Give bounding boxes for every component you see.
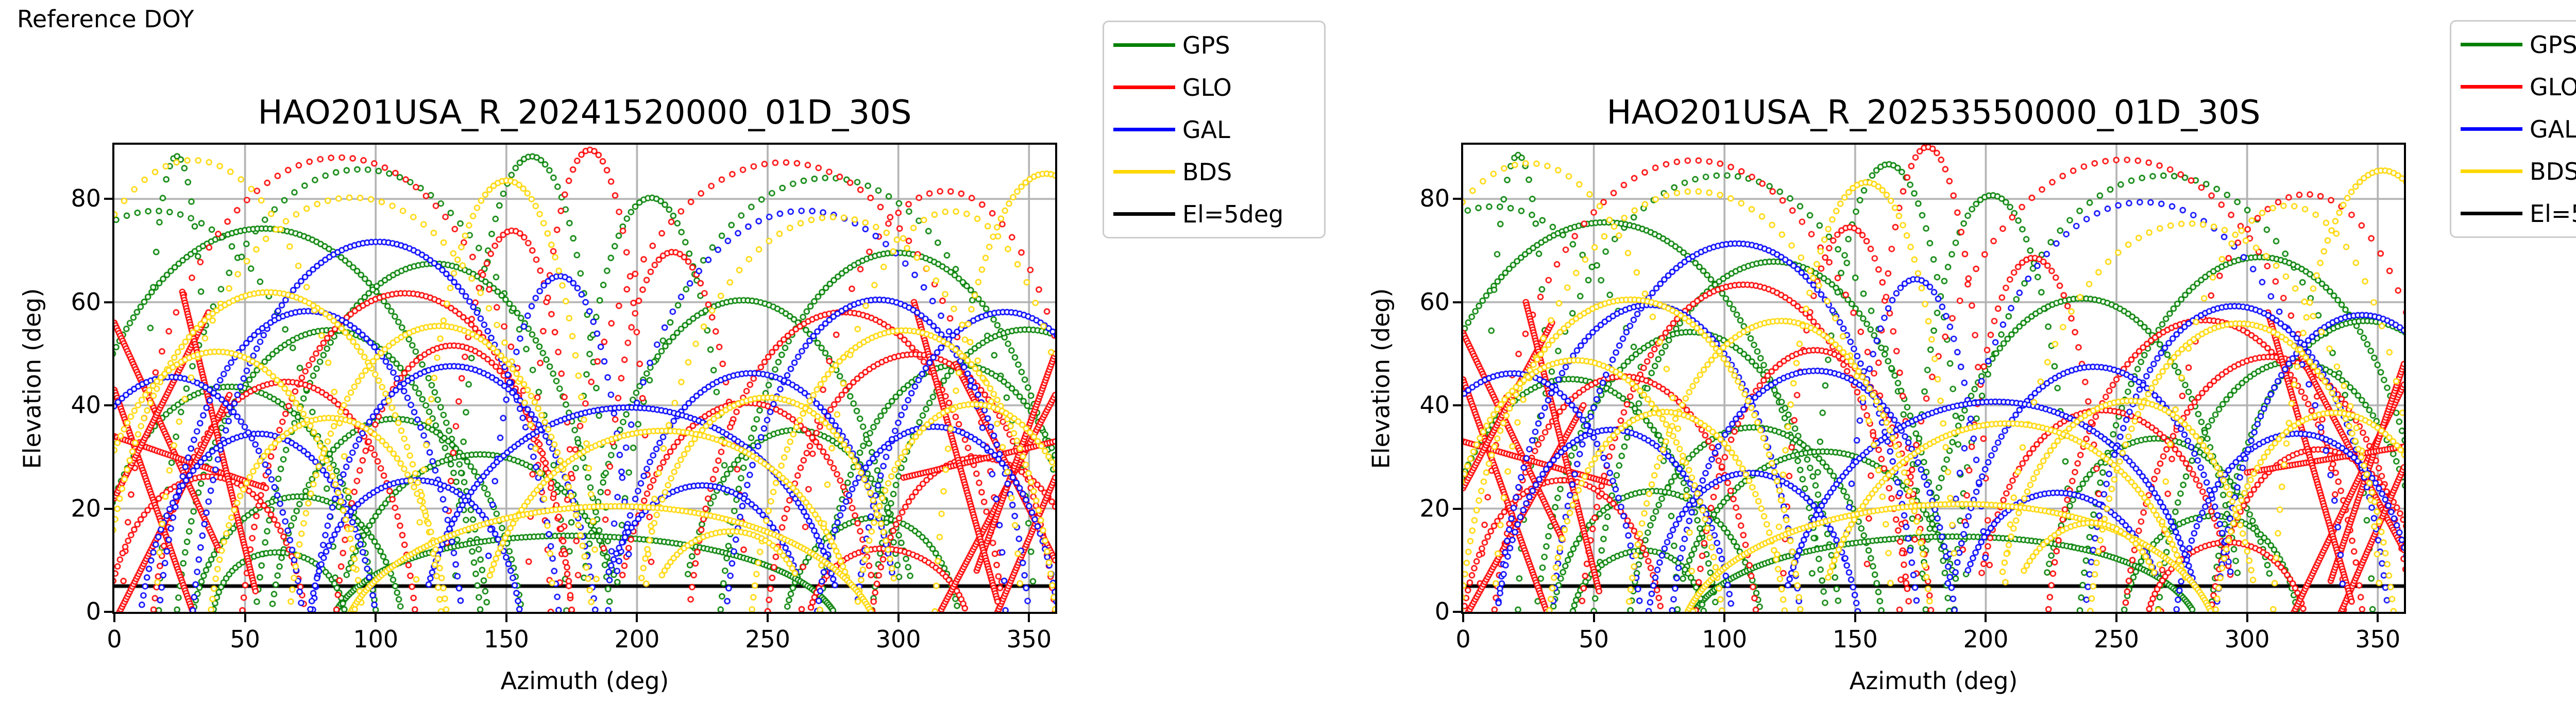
x-tick-label: 150 (1832, 625, 1878, 653)
x-tick-label: 100 (1702, 625, 1748, 653)
legend-line-swatch (2461, 43, 2522, 46)
x-tick-mark (897, 614, 900, 622)
y-tick-mark (1453, 507, 1461, 510)
x-tick-label: 100 (353, 625, 399, 653)
y-tick-label: 40 (1419, 391, 1450, 419)
legend-line-swatch (2461, 85, 2522, 89)
x-axis-label-right: Azimuth (deg) (1849, 667, 2018, 695)
y-axis-label-left: Elevation (deg) (18, 288, 46, 469)
legend-row: El=5deg (1104, 200, 1324, 229)
y-tick-label: 0 (1434, 597, 1450, 625)
legend-label: BDS (1182, 158, 1232, 186)
x-tick-label: 50 (230, 625, 260, 653)
legend-line-swatch (1113, 128, 1175, 131)
x-tick-mark (113, 614, 115, 622)
x-tick-label: 300 (875, 625, 921, 653)
legend-row: BDS (2451, 157, 2576, 186)
y-tick-mark (104, 301, 112, 303)
y-tick-label: 0 (86, 597, 101, 625)
x-axis-label-left: Azimuth (deg) (500, 667, 669, 695)
y-tick-label: 80 (71, 184, 101, 213)
reference-doy-label: Reference DOY (17, 5, 194, 33)
x-tick-mark (1723, 614, 1726, 622)
x-tick-label: 0 (1455, 625, 1471, 653)
legend-row: El=5deg (2451, 199, 2576, 228)
x-tick-label: 200 (614, 625, 660, 653)
y-tick-mark (1453, 611, 1461, 613)
legend-line-swatch (1113, 212, 1175, 216)
y-tick-mark (1453, 301, 1461, 303)
legend-row: GAL (2451, 115, 2576, 144)
x-tick-mark (1985, 614, 1987, 622)
legend-label: GPS (1182, 31, 1230, 59)
x-tick-mark (1462, 614, 1464, 622)
legend-label: GAL (1182, 116, 1230, 144)
plot-title-right: HAO201USA_R_20253550000_01D_30S (1606, 94, 2261, 132)
x-tick-mark (636, 614, 638, 622)
y-tick-label: 20 (1419, 494, 1450, 522)
legend-right: GPS GLO GAL BDS El=5deg (2450, 20, 2576, 238)
x-tick-mark (1028, 614, 1030, 622)
y-tick-mark (1453, 404, 1461, 407)
legend-label: El=5deg (1182, 200, 1284, 228)
x-tick-label: 0 (107, 625, 122, 653)
legend-row: GAL (1104, 115, 1324, 144)
x-tick-mark (767, 614, 769, 622)
x-tick-mark (505, 614, 507, 622)
x-tick-label: 150 (483, 625, 529, 653)
y-tick-label: 60 (71, 287, 101, 316)
legend-line-swatch (2461, 212, 2522, 215)
x-tick-mark (1854, 614, 1856, 622)
y-tick-label: 80 (1419, 184, 1450, 213)
legend-row: GLO (2451, 73, 2576, 101)
legend-line-swatch (2461, 127, 2522, 131)
legend-label: GAL (2530, 115, 2576, 143)
legend-row: GLO (1104, 73, 1324, 102)
legend-row: BDS (1104, 158, 1324, 186)
x-tick-label: 200 (1963, 625, 2009, 653)
x-tick-label: 350 (1006, 625, 1052, 653)
y-tick-mark (104, 507, 112, 510)
legend-label: GPS (2530, 31, 2576, 59)
x-tick-mark (1592, 614, 1595, 622)
legend-label: GLO (2530, 73, 2576, 101)
x-tick-label: 300 (2224, 625, 2270, 653)
plot-canvas-right (1461, 143, 2406, 614)
legend-row: GPS (2451, 30, 2576, 59)
x-tick-label: 350 (2355, 625, 2401, 653)
x-tick-label: 250 (745, 625, 790, 653)
x-tick-mark (2115, 614, 2118, 622)
legend-line-swatch (1113, 43, 1175, 47)
x-tick-mark (2246, 614, 2248, 622)
legend-label: GLO (1182, 74, 1232, 101)
x-tick-label: 50 (1579, 625, 1609, 653)
x-tick-mark (375, 614, 377, 622)
y-tick-label: 40 (71, 391, 101, 419)
y-tick-mark (104, 404, 112, 407)
y-tick-mark (104, 611, 112, 613)
y-tick-mark (1453, 198, 1461, 200)
legend-row: GPS (1104, 31, 1324, 60)
x-tick-label: 250 (2094, 625, 2139, 653)
legend-left: GPS GLO GAL BDS El=5deg (1103, 21, 1326, 238)
legend-label: El=5deg (2530, 200, 2576, 228)
y-tick-label: 20 (71, 494, 101, 522)
legend-label: BDS (2530, 158, 2576, 185)
plot-canvas-left (112, 143, 1057, 614)
x-tick-mark (2377, 614, 2379, 622)
legend-line-swatch (2461, 169, 2522, 173)
legend-line-swatch (1113, 170, 1175, 174)
y-axis-label-right: Elevation (deg) (1367, 288, 1395, 469)
x-tick-mark (244, 614, 246, 622)
plot-title-left: HAO201USA_R_20241520000_01D_30S (258, 94, 912, 132)
legend-line-swatch (1113, 85, 1175, 89)
y-tick-mark (104, 198, 112, 200)
y-tick-label: 60 (1419, 287, 1450, 316)
